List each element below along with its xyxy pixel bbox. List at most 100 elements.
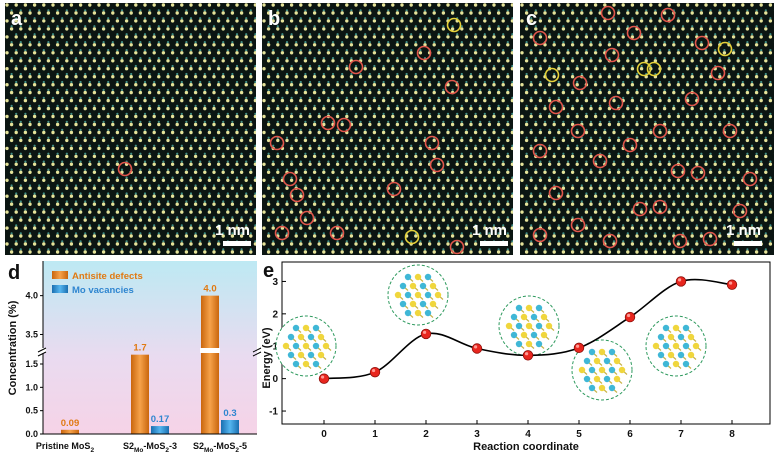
atom (143, 67, 147, 71)
atom (111, 122, 115, 127)
atom (5, 210, 9, 214)
atom (143, 240, 147, 243)
atom (511, 160, 513, 163)
atom (74, 136, 78, 139)
atom (474, 80, 477, 84)
atom (199, 112, 202, 115)
atom (120, 138, 124, 143)
atom (19, 104, 22, 107)
atom (147, 170, 152, 174)
atom (152, 98, 156, 103)
atom (658, 178, 662, 182)
atom (690, 75, 694, 79)
atom (593, 130, 598, 135)
atom (60, 194, 64, 198)
defect-markers (269, 17, 465, 255)
atom (157, 184, 160, 187)
atom (92, 43, 97, 47)
atom (483, 17, 486, 20)
atom (184, 250, 189, 254)
atom (289, 242, 294, 246)
atom (235, 160, 239, 163)
atom (51, 210, 55, 214)
atom (423, 250, 427, 254)
atom (97, 240, 101, 243)
atom (405, 57, 408, 60)
atom (37, 218, 41, 222)
atom (585, 192, 588, 195)
atom (180, 51, 184, 55)
atom (15, 112, 18, 115)
atom (161, 130, 166, 135)
atom (308, 80, 312, 84)
atom (585, 33, 588, 36)
atom (764, 202, 768, 206)
atom (741, 80, 744, 84)
atom (377, 168, 381, 171)
atom (557, 64, 560, 68)
atom (437, 80, 440, 84)
atom (446, 3, 450, 7)
atom (460, 216, 463, 219)
atom (65, 152, 68, 155)
atom (561, 27, 566, 31)
atom (608, 88, 611, 91)
atom (120, 232, 124, 235)
atom (230, 218, 235, 222)
atom (750, 194, 754, 198)
atom (65, 216, 68, 219)
atom (74, 170, 78, 174)
atom (446, 144, 450, 147)
atom (266, 170, 271, 174)
vacancy-defect-circle (446, 17, 462, 33)
atom (626, 90, 630, 95)
atom (626, 184, 629, 187)
atom (24, 128, 27, 131)
atom (254, 112, 256, 115)
atom (562, 184, 565, 187)
atom (410, 96, 413, 99)
atom (511, 128, 513, 131)
atom (93, 57, 96, 60)
atom (130, 216, 133, 219)
atom (368, 232, 371, 235)
atom (70, 208, 73, 211)
atom (28, 72, 32, 76)
atom (497, 200, 500, 203)
atom (506, 200, 509, 203)
atom (736, 154, 740, 159)
atom (350, 200, 353, 203)
atom (217, 192, 220, 195)
atom (157, 106, 161, 111)
atom (676, 51, 681, 55)
atom (645, 41, 648, 44)
atom (690, 138, 694, 143)
atom (111, 184, 114, 187)
atom (492, 226, 496, 230)
atom (51, 240, 55, 243)
atom (230, 138, 235, 143)
atom (718, 88, 721, 91)
atom (373, 160, 376, 163)
atom (19, 59, 23, 63)
atom (51, 49, 55, 52)
atom (198, 146, 202, 151)
atom (93, 104, 96, 107)
atom (525, 120, 528, 123)
atom (469, 25, 473, 28)
atom (166, 120, 170, 123)
atom (506, 41, 509, 44)
atom (276, 57, 279, 60)
atom (313, 184, 316, 187)
atom (51, 128, 55, 131)
atom (245, 128, 248, 131)
atom (410, 112, 413, 115)
atom (557, 162, 561, 166)
atom (19, 72, 22, 76)
atom (631, 64, 634, 68)
atom (78, 210, 83, 214)
atom (189, 96, 193, 99)
atom (428, 128, 431, 131)
atom (107, 176, 110, 179)
atom (345, 160, 348, 163)
